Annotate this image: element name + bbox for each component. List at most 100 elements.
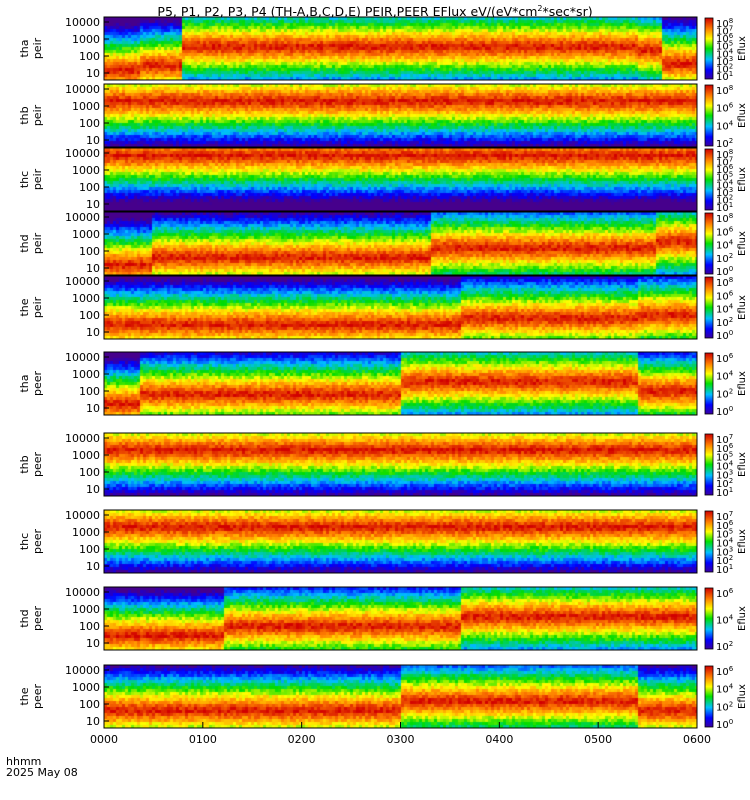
colorbar-tick-label: 101 bbox=[716, 70, 733, 83]
species-label: peir bbox=[31, 232, 44, 254]
colorbar bbox=[704, 17, 714, 80]
colorbar-tick-label: 102 bbox=[716, 387, 733, 400]
plot-frame bbox=[103, 351, 698, 416]
y-tick-label: 10 bbox=[86, 67, 100, 80]
colorbar-tick-label: 104 bbox=[716, 119, 734, 132]
plot-frame bbox=[103, 586, 698, 651]
colorbar-label: Eflux bbox=[737, 36, 748, 61]
colorbar-label: Eflux bbox=[737, 606, 748, 631]
species-label: peer bbox=[31, 452, 44, 478]
x-tick-label: 0500 bbox=[584, 733, 612, 746]
probe-label: thd bbox=[18, 609, 31, 627]
y-tick-label: 10 bbox=[86, 402, 100, 415]
spectrogram-image bbox=[104, 84, 697, 147]
colorbar-tick-label: 104 bbox=[716, 239, 734, 252]
colorbar-tick-label: 106 bbox=[716, 102, 734, 115]
plot-frame bbox=[103, 83, 698, 148]
colorbar bbox=[704, 148, 714, 211]
y-tick-label: 100 bbox=[79, 543, 100, 556]
y-tick-label: 10000 bbox=[65, 432, 100, 445]
plot-frame bbox=[103, 509, 698, 574]
spectrogram-image bbox=[104, 433, 697, 496]
y-tick-label: 10 bbox=[86, 483, 100, 496]
colorbar bbox=[704, 212, 714, 275]
species-label: peer bbox=[31, 684, 44, 710]
y-tick-label: 100 bbox=[79, 50, 100, 63]
colorbar-tick-label: 108 bbox=[716, 84, 733, 97]
y-tick-label: 1000 bbox=[72, 164, 100, 177]
colorbar-label: Eflux bbox=[737, 371, 748, 396]
panel-label: thd peer bbox=[18, 606, 44, 632]
colorbar-tick-label: 104 bbox=[716, 614, 734, 627]
y-tick-label: 10000 bbox=[65, 83, 100, 96]
probe-label: the bbox=[18, 298, 31, 316]
y-tick-label: 100 bbox=[79, 117, 100, 130]
panel-label: tha peer bbox=[18, 371, 44, 397]
y-tick-label: 100 bbox=[79, 620, 100, 633]
y-tick-label: 10000 bbox=[65, 351, 100, 364]
x-tick-label: 0400 bbox=[485, 733, 513, 746]
y-tick-label: 100 bbox=[79, 309, 100, 322]
colorbar bbox=[704, 587, 714, 650]
x-axis-label: hhmm bbox=[6, 755, 42, 768]
panel-label: the peir bbox=[18, 296, 44, 318]
title-prefix: P5, P1, P2, P3, P4 (TH-A,B,C,D,E) PEIR,P… bbox=[157, 4, 538, 20]
colorbar-tick-label: 104 bbox=[716, 370, 734, 383]
probe-label: thb bbox=[18, 106, 31, 124]
title-superscript: 2 bbox=[537, 4, 543, 13]
plot-frame bbox=[103, 211, 698, 276]
spectrogram-image bbox=[104, 276, 697, 339]
colorbar bbox=[704, 510, 714, 573]
plot-frame bbox=[103, 16, 698, 81]
species-label: peir bbox=[31, 104, 44, 126]
panel-thd-peer: 10000 1000 100 10 thd peer 106 104 102 Eflux bbox=[18, 586, 748, 653]
y-tick-label: 10 bbox=[86, 134, 100, 147]
panel-the-peer: 10000 1000 100 10 the peer 106 104 102 100 Eflux bbox=[18, 664, 748, 731]
species-label: peir bbox=[31, 37, 44, 59]
colorbar-tick-label: 102 bbox=[716, 640, 733, 653]
species-label: peir bbox=[31, 168, 44, 190]
panel-tha-peer: 10000 1000 100 10 tha peer 106 104 102 100 Eflux bbox=[18, 351, 748, 418]
spectrogram-image bbox=[104, 148, 697, 211]
probe-label: thb bbox=[18, 455, 31, 473]
colorbar-tick-label: 101 bbox=[716, 486, 733, 499]
date-text: 2025 May 08 bbox=[6, 766, 78, 779]
probe-label: thc bbox=[18, 533, 31, 550]
probe-label: the bbox=[18, 687, 31, 705]
y-tick-label: 10 bbox=[86, 326, 100, 339]
probe-label: thc bbox=[18, 171, 31, 188]
colorbar-tick-label: 101 bbox=[716, 563, 733, 576]
colorbar-tick-label: 100 bbox=[716, 718, 733, 731]
panel-label: the peer bbox=[18, 684, 44, 710]
x-tick-label: 0300 bbox=[387, 733, 415, 746]
y-tick-label: 10 bbox=[86, 198, 100, 211]
x-tick-label: 0000 bbox=[90, 733, 118, 746]
plot-frame bbox=[103, 275, 698, 340]
y-tick-label: 10000 bbox=[65, 586, 100, 599]
x-axis-date-label: hhmm 2025 May 08 bbox=[6, 756, 78, 778]
colorbar-tick-label: 106 bbox=[716, 587, 734, 600]
spectrogram-image bbox=[104, 587, 697, 650]
y-tick-label: 100 bbox=[79, 698, 100, 711]
colorbar-tick-label: 108 bbox=[716, 212, 733, 225]
y-tick-label: 10000 bbox=[65, 147, 100, 160]
colorbar-tick-label: 102 bbox=[716, 252, 733, 265]
y-tick-label: 10000 bbox=[65, 509, 100, 522]
y-tick-label: 10 bbox=[86, 637, 100, 650]
y-tick-label: 100 bbox=[79, 181, 100, 194]
species-label: peir bbox=[31, 296, 44, 318]
y-tick-label: 10000 bbox=[65, 275, 100, 288]
y-tick-label: 1000 bbox=[72, 603, 100, 616]
y-tick-label: 1000 bbox=[72, 228, 100, 241]
y-tick-label: 1000 bbox=[72, 33, 100, 46]
y-tick-label: 10000 bbox=[65, 211, 100, 224]
plot-frame bbox=[103, 147, 698, 212]
probe-label: thd bbox=[18, 234, 31, 252]
colorbar-tick-label: 106 bbox=[716, 289, 734, 302]
